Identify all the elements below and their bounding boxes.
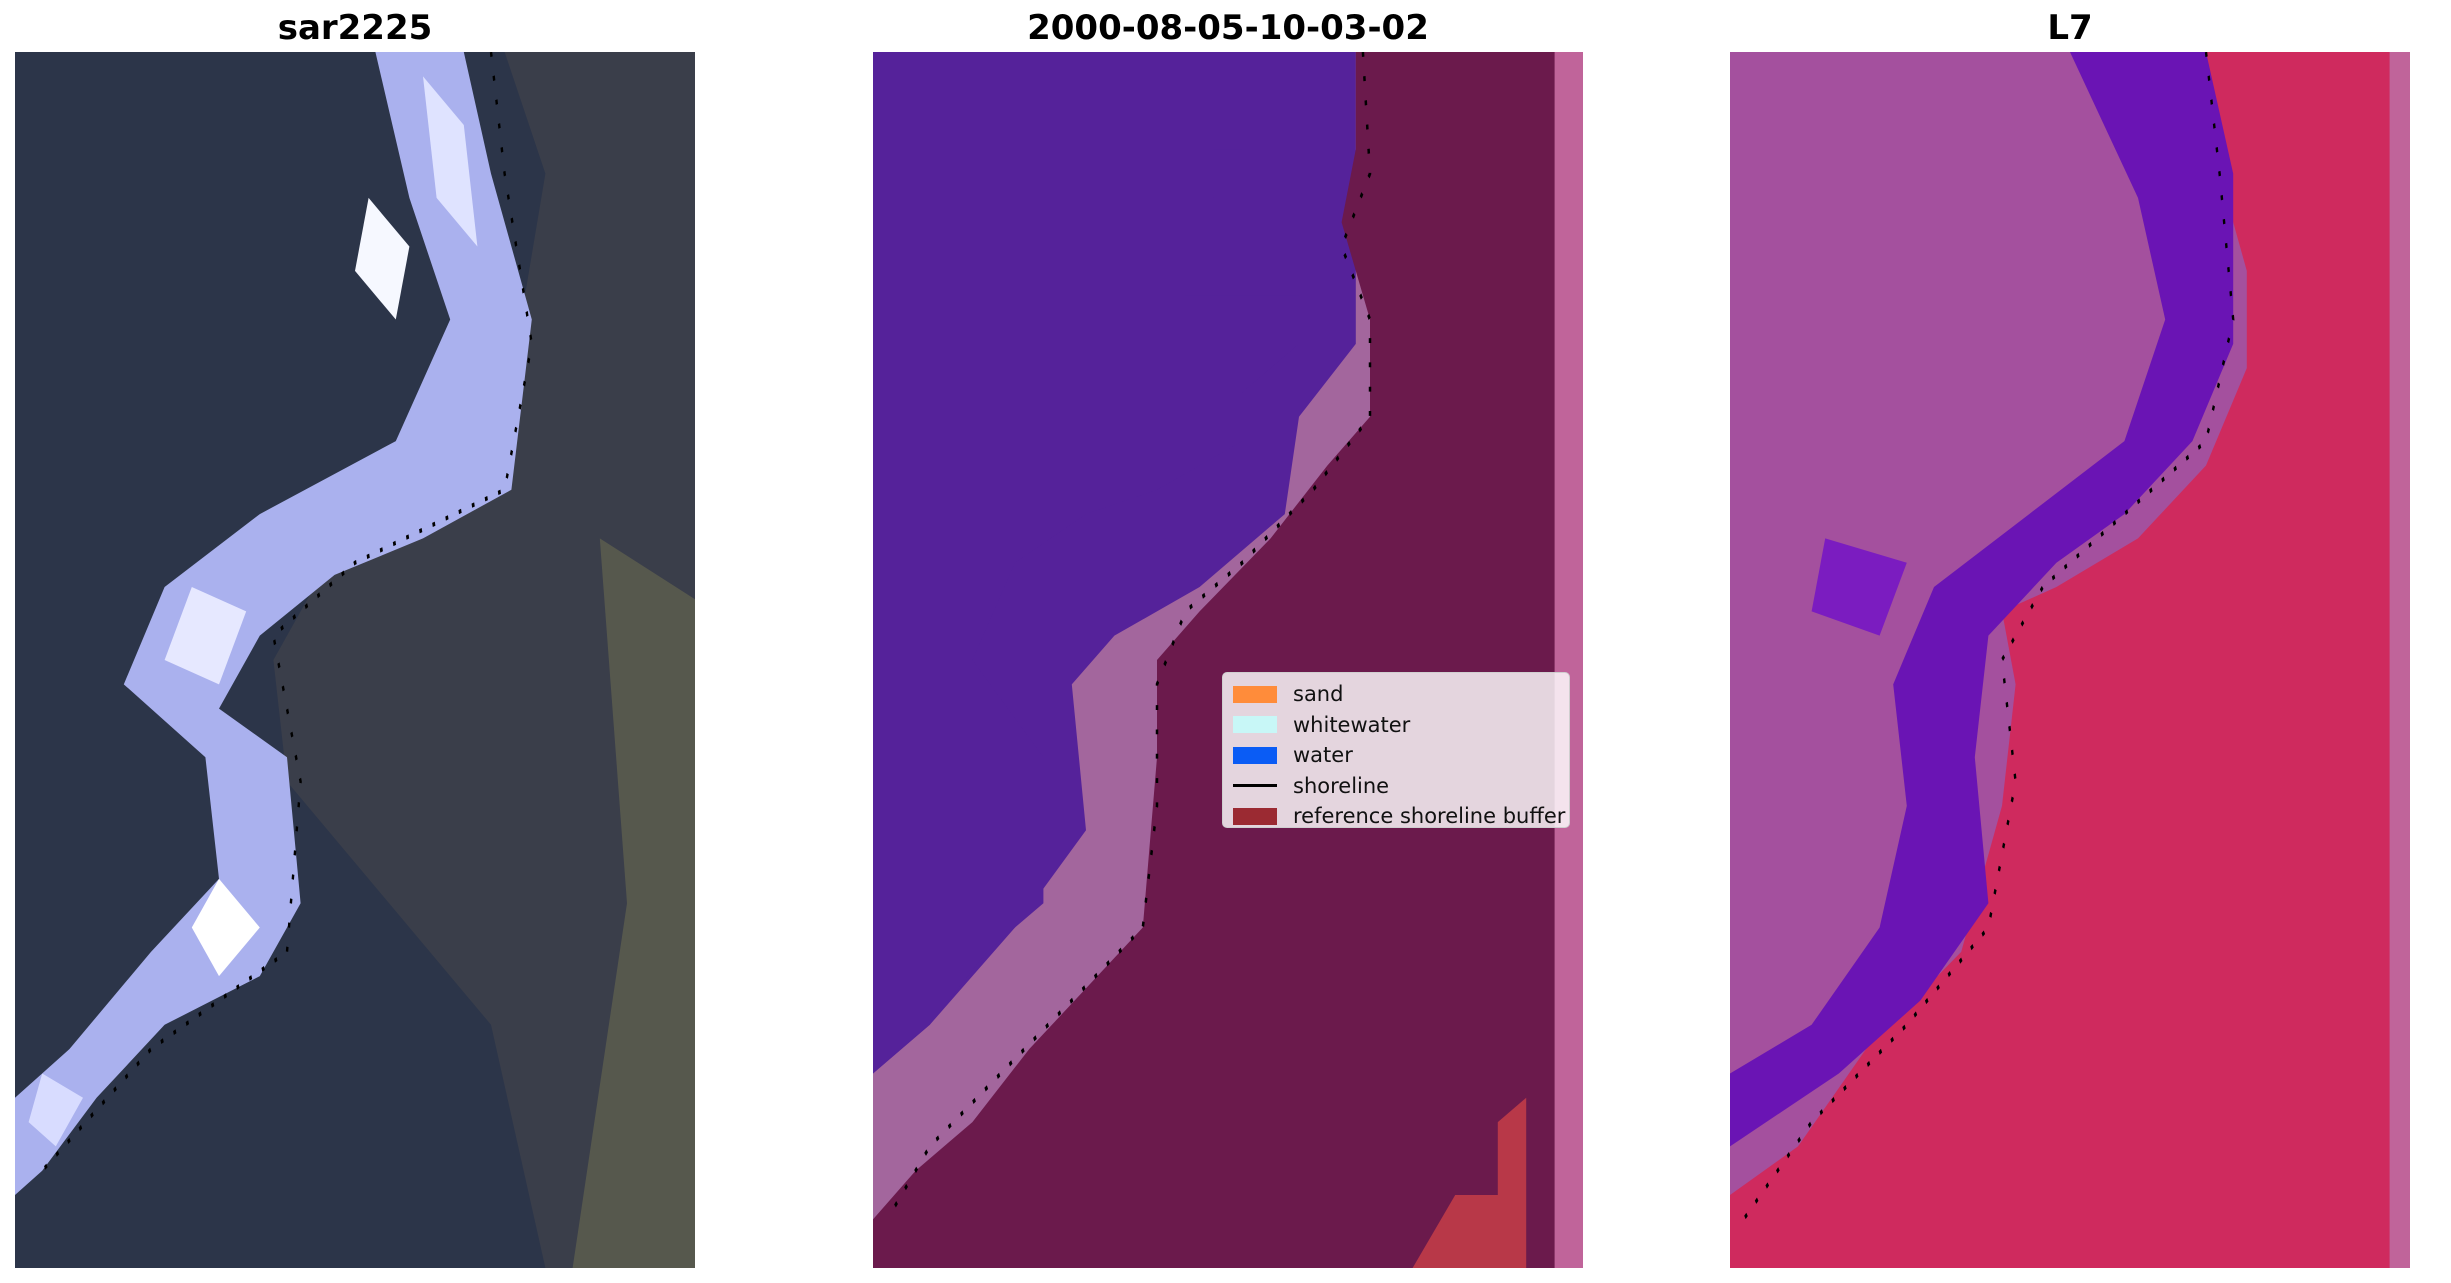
l7-image [1730,52,2410,1268]
reference-buffer-swatch [1233,807,1277,825]
legend-label-whitewater: whitewater [1293,712,1411,737]
classification-image [873,52,1583,1268]
panel-title-2: 2000-08-05-10-03-02 [1027,8,1429,48]
legend-item-water: water [1233,740,1559,771]
legend-item-shoreline: shoreline [1233,771,1559,802]
shoreline-line-icon [1233,784,1277,788]
sar-image [15,52,695,1268]
legend-label-reference-buffer: reference shoreline buffer [1293,804,1566,829]
classification-panel [873,52,1583,1268]
l7-image-panel [1730,52,2410,1268]
legend-item-whitewater: whitewater [1233,710,1559,741]
panel-title-1: sar2225 [277,8,433,48]
water-swatch [1233,746,1277,764]
legend-item-reference-buffer: reference shoreline buffer [1233,801,1565,832]
legend: sand whitewater water shoreline referenc… [1222,672,1570,828]
legend-label-shoreline: shoreline [1293,773,1390,798]
panel-title-3: L7 [2047,8,2093,48]
whitewater-swatch [1233,716,1277,734]
sand-swatch [1233,685,1277,703]
legend-label-water: water [1293,743,1353,768]
legend-label-sand: sand [1293,682,1344,707]
legend-item-sand: sand [1233,679,1559,710]
sar-image-panel [15,52,695,1268]
